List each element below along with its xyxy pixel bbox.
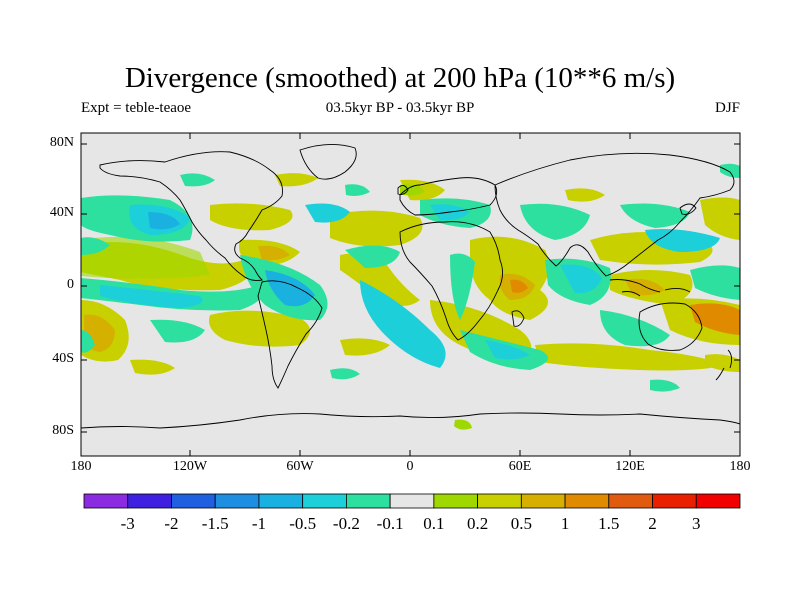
colorbar-label: 3 <box>692 514 701 533</box>
colorbar-box <box>389 493 435 509</box>
subtitle-left: Expt = teble-teaoe <box>81 100 192 116</box>
colorbar-box <box>695 493 741 509</box>
lat-label-80n: 80N <box>49 135 74 150</box>
colorbar-box <box>652 493 697 509</box>
colorbar <box>83 493 741 509</box>
coastlines <box>81 144 740 429</box>
lon-label-180w: 180 <box>70 459 92 474</box>
colorbar-label: -1 <box>251 514 266 533</box>
lat-label-80s: 80S <box>52 423 74 438</box>
colorbar-label: 1.5 <box>598 514 620 533</box>
lon-label-180e: 180 <box>729 459 751 474</box>
lat-label-40s: 40S <box>52 351 74 366</box>
colorbar-label: 0.5 <box>510 514 532 533</box>
colorbar-label: 0.1 <box>423 514 445 533</box>
lat-label-0: 0 <box>67 277 74 292</box>
lon-label-120w: 120W <box>172 459 208 474</box>
colorbar-box <box>477 493 522 509</box>
colorbar-box <box>520 493 566 509</box>
colorbar-label: -2 <box>164 514 179 533</box>
lon-label-120e: 120E <box>615 459 645 474</box>
colorbar-box <box>345 493 391 509</box>
colorbar-box <box>608 493 653 509</box>
colorbar-label: -0.5 <box>289 514 317 533</box>
lon-ticks <box>80 133 741 456</box>
divergence-field <box>81 163 740 430</box>
subtitle-right: DJF <box>714 100 740 116</box>
lat-ticks <box>81 143 740 433</box>
colorbar-label: 2 <box>648 514 657 533</box>
colorbar-label: -0.1 <box>376 514 404 533</box>
colorbar-label: 1 <box>560 514 570 533</box>
colorbar-box <box>258 493 304 509</box>
colorbar-box <box>171 493 216 509</box>
colorbar-label: -1.5 <box>201 514 229 533</box>
subtitle-center: 03.5kyr BP - 03.5kyr BP <box>325 100 475 116</box>
colorbar-label: 0.2 <box>466 514 489 533</box>
colorbar-box <box>83 493 129 509</box>
colorbar-label: -3 <box>120 514 135 533</box>
figure-title: Divergence (smoothed) at 200 hPa (10**6 … <box>124 62 676 94</box>
colorbar-box <box>127 493 172 509</box>
colorbar-box <box>433 493 479 509</box>
colorbar-box <box>302 493 347 509</box>
lat-label-40n: 40N <box>49 205 74 220</box>
lon-label-0: 0 <box>406 459 414 474</box>
colorbar-box <box>564 493 610 509</box>
lon-label-60w: 60W <box>286 459 314 474</box>
lon-label-60e: 60E <box>508 459 532 474</box>
colorbar-box <box>214 493 260 509</box>
colorbar-label: -0.2 <box>332 514 360 533</box>
